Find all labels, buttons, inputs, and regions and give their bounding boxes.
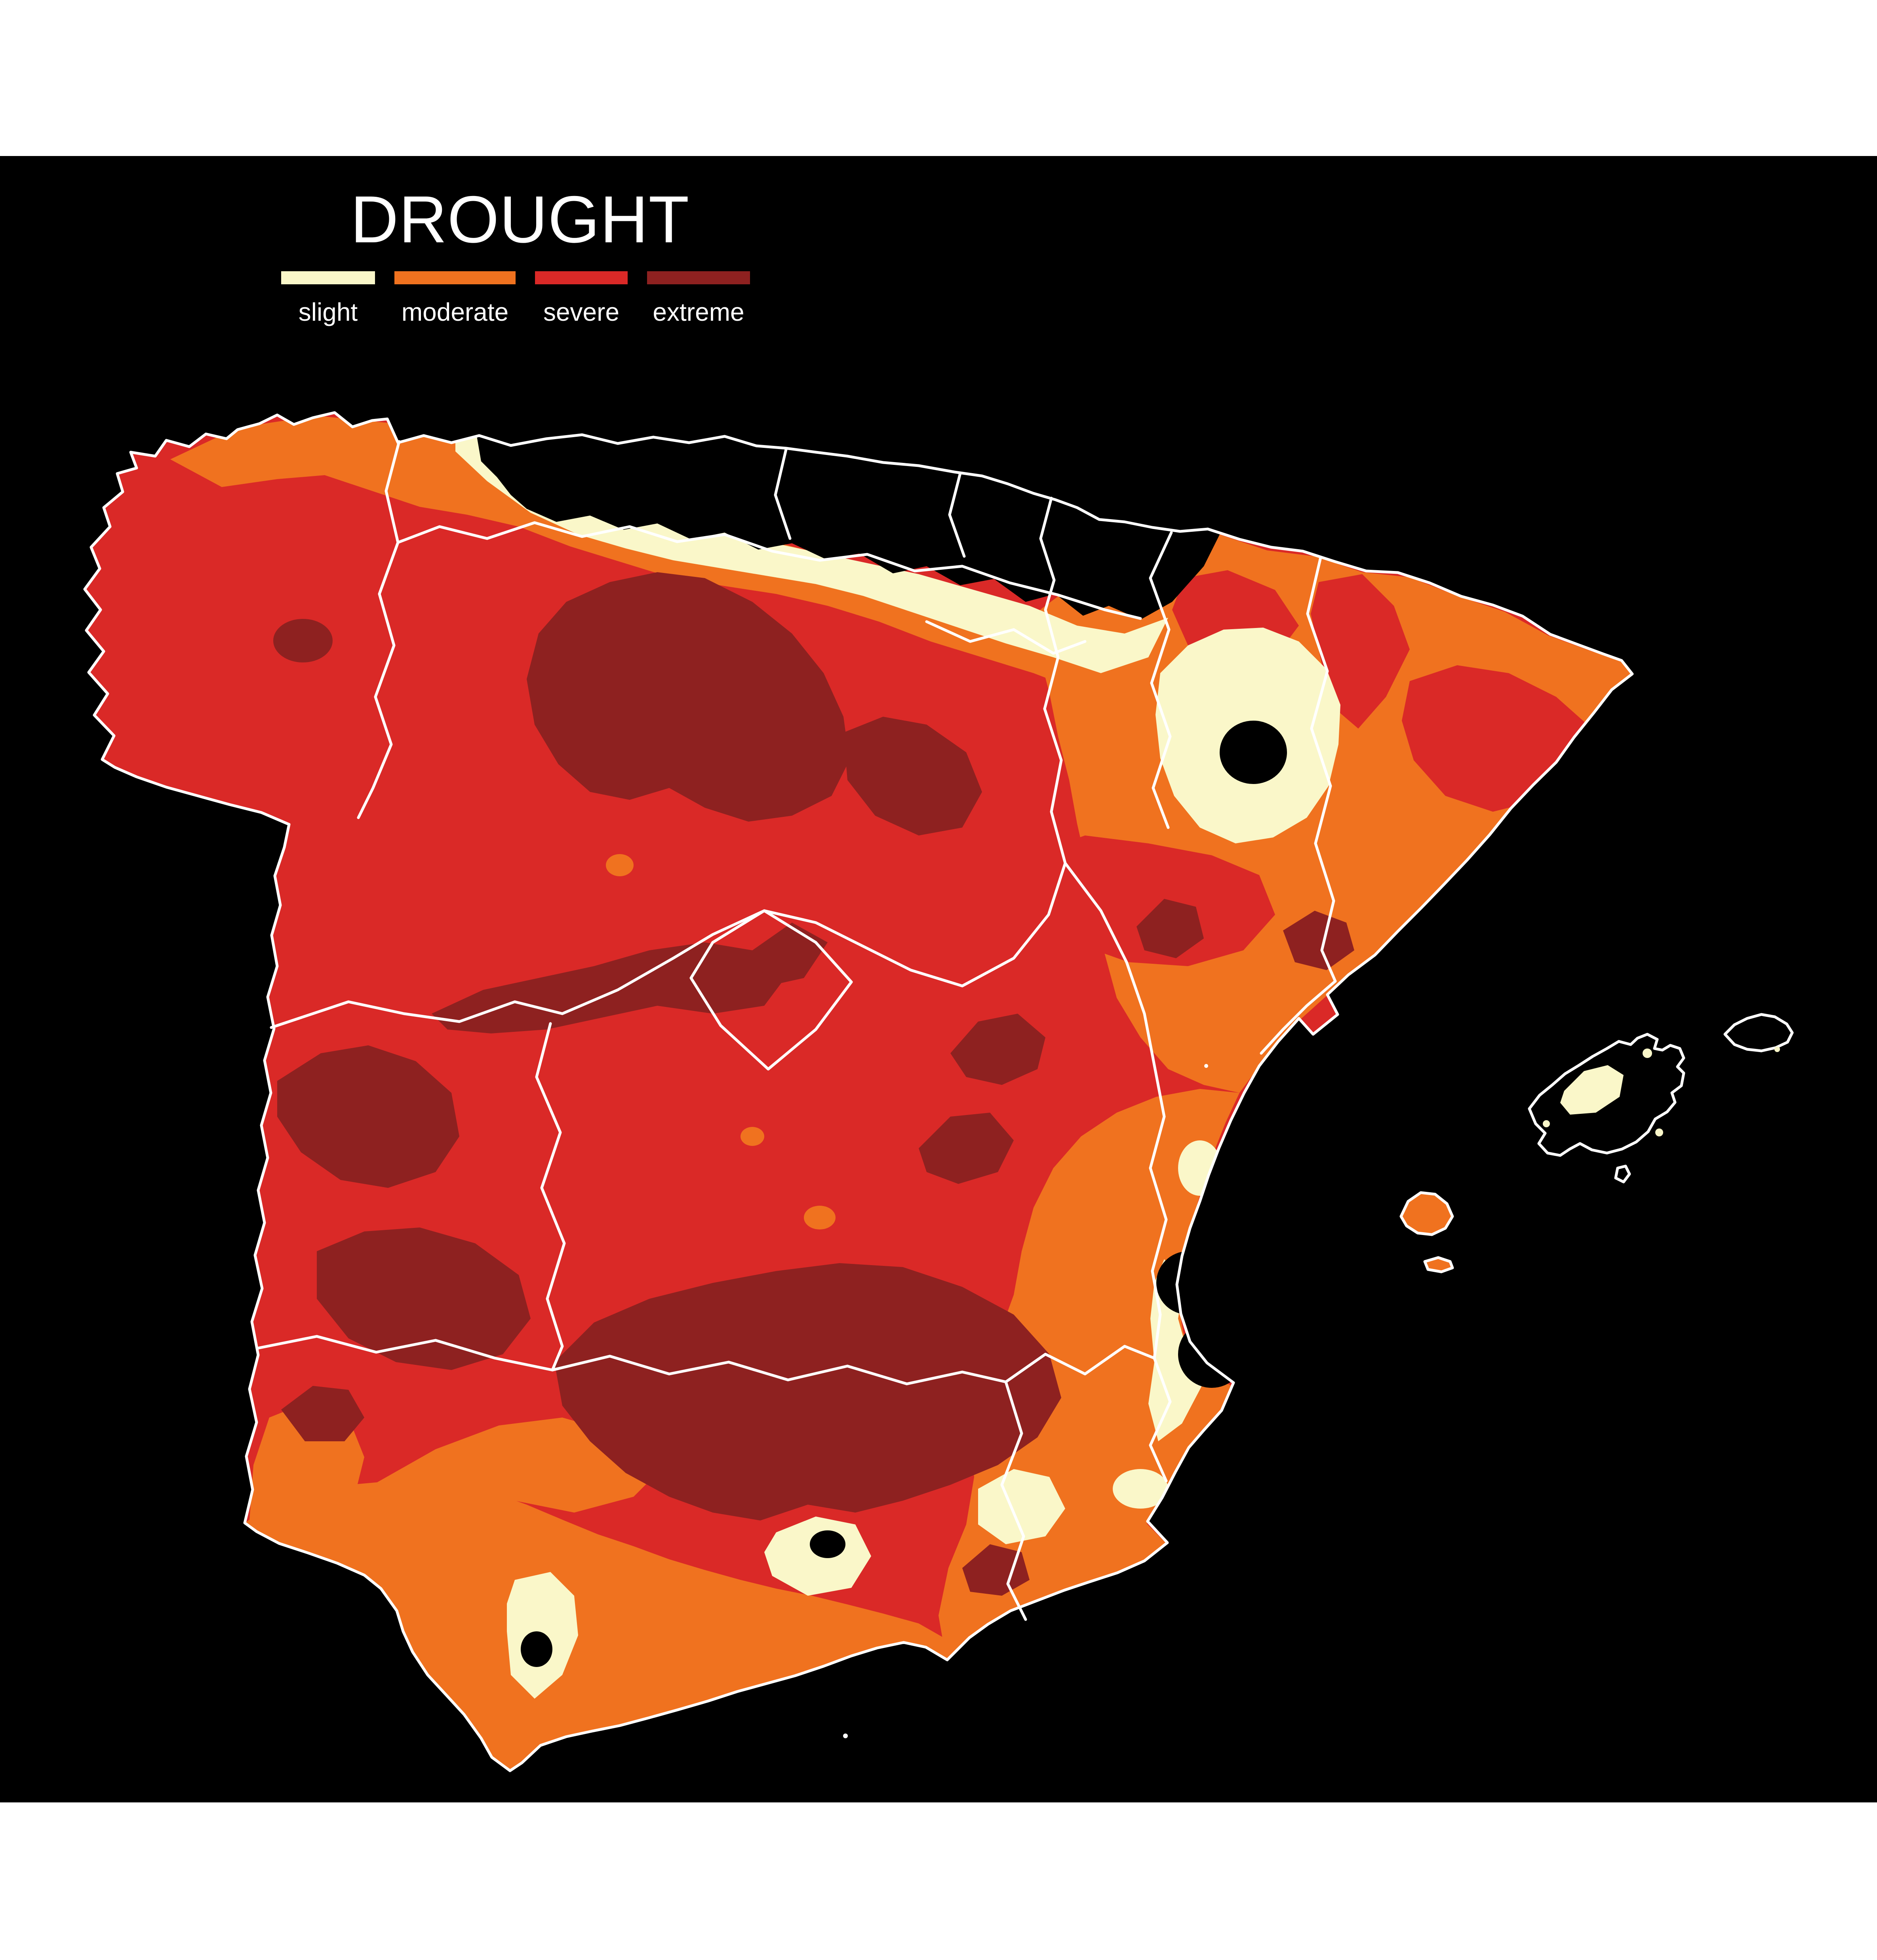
border-aragon-catalonia [1306, 556, 1337, 983]
border-andalucia-north [256, 1335, 1007, 1385]
cream-castellon-coast [1178, 1140, 1222, 1196]
legend-item-moderate: moderate [394, 271, 516, 325]
border-valencia-catalonia [1260, 980, 1337, 1055]
maroon-murcia-small [962, 1544, 1030, 1596]
ebro-black-hole [1220, 721, 1287, 784]
map-canvas: DROUGHT slight moderate severe [0, 156, 1877, 1802]
legend-swatch-moderate-rect [394, 271, 516, 284]
legend-item-severe: severe [535, 271, 628, 325]
mainland-fill-layers [85, 413, 1632, 1771]
cadiz-gap [521, 1631, 552, 1667]
red-lower-aragon [1030, 835, 1275, 966]
cream-valencia-coast [1148, 1259, 1202, 1441]
border-clm-extremadura [535, 1022, 566, 1372]
border-navarra-aragon [1149, 531, 1173, 829]
islet-dots [843, 1064, 1208, 1738]
maroon-extremadura-north [277, 1045, 459, 1188]
menorca-cream-dot [1774, 1047, 1780, 1052]
cream-murcia-coast [1113, 1469, 1168, 1509]
maroon-cuenca-2 [919, 1113, 1014, 1184]
legend-label-moderate: moderate [401, 298, 509, 326]
columbretes-islet-dot [1204, 1064, 1208, 1068]
maroon-iberico [843, 717, 982, 835]
legend-swatch-extreme-rect [647, 271, 750, 284]
orange-fleck-2 [804, 1206, 836, 1229]
legend-label-extreme: extreme [653, 298, 744, 326]
maroon-cuenca-1 [950, 1014, 1045, 1085]
maroon-teruel [1136, 899, 1204, 958]
border-clm-valencia-aragon [1064, 862, 1168, 1360]
legend-item-slight: slight [281, 271, 375, 325]
legend-swatch-extreme [647, 271, 750, 284]
menorca-island [1723, 1013, 1794, 1052]
cream-granada [764, 1517, 871, 1596]
cream-almeria-murcia [978, 1469, 1065, 1544]
border-murcia-valencia [1149, 1357, 1172, 1482]
page-title: DROUGHT [350, 182, 690, 257]
legend-swatch-severe-rect [535, 271, 628, 284]
legend-swatch-slight [281, 271, 375, 284]
mallorca-cream-dot-2 [1655, 1128, 1663, 1136]
maroon-sierra-morena [554, 1263, 1061, 1520]
mallorca-cream-dot-1 [1643, 1049, 1652, 1058]
legend-label-severe: severe [543, 298, 620, 326]
valencia-gap-2 [1178, 1321, 1245, 1388]
spain-drought-map [0, 156, 1794, 1802]
formentera-island [1423, 1256, 1454, 1273]
border-cantabria-basque [948, 472, 966, 558]
red-aragon-catalonia-border [1311, 574, 1410, 729]
orange-fleck-3 [741, 1127, 764, 1146]
border-asturias-cantabria [774, 448, 792, 540]
valencia-gap-1 [1156, 1251, 1220, 1315]
ibiza-island [1399, 1191, 1454, 1236]
north-coast-no-data-strip [471, 413, 1224, 620]
mallorca-cream-dot-3 [1543, 1120, 1550, 1127]
legend-swatch-slight-rect [281, 271, 375, 284]
drought-legend: slight moderate severe extreme [281, 271, 750, 325]
granada-gap [810, 1530, 845, 1558]
legend-label-slight: slight [298, 298, 358, 326]
community-borders [256, 440, 1337, 1621]
maroon-extremadura-south [317, 1227, 531, 1370]
border-north-strip-south [396, 521, 1142, 620]
extreme-zones [273, 572, 1354, 1596]
maroon-aracena [281, 1386, 364, 1441]
mallorca-cream-main [1560, 1065, 1624, 1115]
balearic-islands [1399, 1013, 1794, 1273]
alboran-islet-dot [843, 1734, 848, 1738]
border-madrid [689, 909, 853, 1071]
orange-fleck-1 [606, 854, 634, 876]
cabrera-islet [1614, 1165, 1631, 1184]
maroon-galicia-se [273, 619, 333, 662]
border-clm-murcia [1004, 1345, 1156, 1383]
border-rioja [925, 620, 1087, 655]
legend-swatch-moderate [394, 271, 516, 284]
border-basque-navarra [1039, 497, 1060, 710]
cream-north-band [455, 420, 1168, 673]
maroon-ebro-delta [1283, 911, 1354, 970]
legend-swatch-severe [535, 271, 628, 284]
legend-item-extreme: extreme [647, 271, 750, 325]
maroon-nw-central [527, 572, 849, 822]
border-galicia [357, 440, 401, 819]
orange-south-coast-band [238, 1482, 947, 1771]
mallorca-slight-patches [1543, 1047, 1780, 1136]
header: DROUGHT [350, 186, 689, 253]
border-murcia-andalucia [1000, 1380, 1027, 1621]
